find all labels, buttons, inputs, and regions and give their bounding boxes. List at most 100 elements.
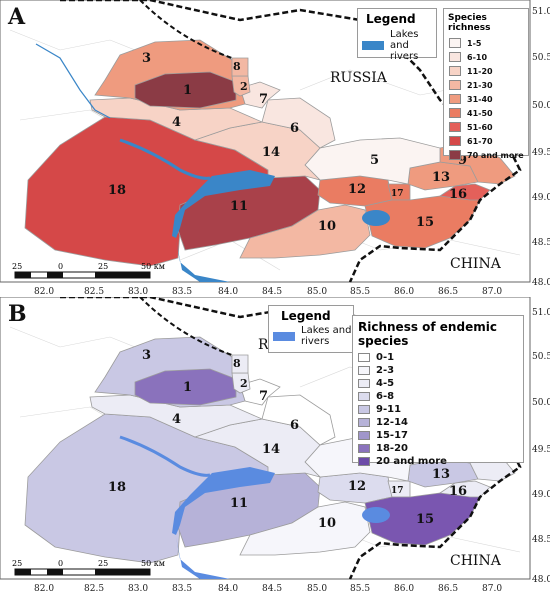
endemic-legend-b: Richness of endemic species 0-1 2-3 4-5 6-8…	[352, 315, 524, 467]
label-region-8: 8	[233, 60, 241, 73]
richness-legend-item: 51-60	[449, 120, 528, 134]
richness-legend-swatch	[449, 38, 461, 48]
region-b-6[interactable]	[261, 394, 336, 446]
lon-label-b-10: 87.0	[482, 584, 502, 594]
endemic-legend-swatch	[358, 392, 370, 401]
lon-label-a-10: 87.0	[482, 287, 502, 297]
scale-label-a-0: 25	[12, 262, 22, 271]
lon-label-a-9: 86.5	[438, 287, 458, 297]
region-labels-a: 3 1 8 2 7 4 6 14 5 9 13 16 12 17 15 10 1…	[108, 51, 467, 234]
lat-label-a-2: 50.0	[532, 101, 550, 111]
label-region-14: 14	[262, 145, 280, 160]
label-region-11: 11	[230, 199, 248, 214]
endemic-legend-item: 12-14	[358, 416, 523, 429]
lat-label-b-6: 48.0	[532, 575, 550, 585]
lon-label-a-5: 84.5	[262, 287, 282, 297]
lakes-legend-a: Legend Lakes and rivers	[357, 8, 437, 62]
lon-label-b-1: 82.5	[84, 584, 104, 594]
lon-label-b-3: 83.5	[172, 584, 192, 594]
lon-label-b-7: 85.5	[350, 584, 370, 594]
lake-markakol	[362, 210, 390, 226]
endemic-legend-swatch	[358, 457, 370, 466]
map-a-regions	[24, 39, 516, 267]
label-region-13: 13	[432, 170, 450, 185]
lat-label-a-1: 50.5	[532, 53, 550, 63]
region-1[interactable]	[134, 71, 237, 109]
lakes-legend-label-b: Lakes and rivers	[301, 325, 352, 347]
richness-legend-swatch	[449, 94, 461, 104]
river-b-irtysh-upper	[119, 435, 211, 477]
lon-label-a-6: 85.0	[307, 287, 327, 297]
label-region-18: 18	[108, 183, 126, 198]
panel-a: 3 1 8 2 7 4 6 14 5 9 13 16 12 17 15 10 1…	[0, 0, 550, 297]
scale-label-a-2: 25	[98, 262, 108, 271]
richness-legend-item: 21-30	[449, 78, 528, 92]
endemic-legend-swatch	[358, 353, 370, 362]
region-b-1[interactable]	[134, 368, 237, 406]
endemic-legend-items-b: 0-1 2-3 4-5 6-8 9-11 12-14 15-17 18-20 20 and mo…	[353, 351, 523, 468]
scale-bar-b: 25 0 25 50 км	[12, 559, 165, 576]
label-b-region-16: 16	[449, 484, 467, 499]
richness-legend-swatch	[449, 66, 461, 76]
label-b-region-8: 8	[233, 357, 241, 370]
label-b-region-11: 11	[230, 496, 248, 511]
label-region-10: 10	[318, 219, 336, 234]
scale-label-b-3: 50 км	[141, 559, 165, 568]
country-label-china-b: CHINA	[450, 553, 502, 569]
region-b-8[interactable]	[231, 354, 249, 374]
richness-legend-title-a: Species richness	[448, 13, 491, 33]
region-10[interactable]	[239, 204, 371, 259]
label-b-region-10: 10	[318, 516, 336, 531]
endemic-legend-swatch	[358, 444, 370, 453]
richness-legend-label: 21-30	[467, 80, 493, 90]
map-a-water	[35, 43, 390, 282]
richness-legend-a: Species richness 1-5 6-10 11-20 21-30 31-40 4…	[443, 8, 529, 160]
lat-label-b-3: 49.5	[532, 445, 550, 455]
lat-label-a-4: 49.0	[532, 193, 550, 203]
richness-legend-label: 51-60	[467, 122, 493, 132]
border-segment-north-a	[139, 0, 233, 59]
lakes-legend-label-b-line1: Lakes and	[301, 325, 352, 336]
lat-label-b-4: 49.0	[532, 490, 550, 500]
region-8[interactable]	[231, 57, 249, 77]
endemic-legend-label: 4-5	[376, 378, 395, 389]
label-b-region-6: 6	[290, 418, 299, 433]
country-label-russia-a: RUSSIA	[330, 70, 388, 86]
lon-label-b-0: 82.0	[34, 584, 54, 594]
endemic-legend-swatch	[358, 366, 370, 375]
richness-legend-swatch	[449, 52, 461, 62]
lakes-legend-title-a: Legend	[366, 12, 416, 26]
lake-b-markakol	[362, 507, 390, 523]
endemic-legend-item: 6-8	[358, 390, 523, 403]
label-b-region-7: 7	[259, 389, 268, 404]
region-b-10[interactable]	[239, 501, 371, 556]
label-b-region-3: 3	[142, 348, 151, 363]
label-region-7: 7	[259, 92, 268, 107]
lon-label-a-8: 86.0	[394, 287, 414, 297]
endemic-legend-label: 12-14	[376, 417, 408, 428]
richness-legend-label: 70 and more	[467, 150, 524, 160]
richness-legend-item: 41-50	[449, 106, 528, 120]
lakes-legend-b: Legend Lakes and rivers	[268, 305, 354, 353]
lake-bukhtarma	[172, 170, 275, 238]
label-region-4: 4	[172, 115, 181, 130]
region-6[interactable]	[261, 97, 336, 149]
richness-legend-item: 70 and more	[449, 148, 528, 162]
lon-label-a-2: 83.0	[128, 287, 148, 297]
lat-label-a-0: 51.0	[532, 7, 550, 17]
richness-legend-label: 61-70	[467, 136, 493, 146]
country-label-china-a: CHINA	[450, 256, 502, 272]
endemic-legend-swatch	[358, 405, 370, 414]
label-region-6: 6	[290, 121, 299, 136]
label-b-region-1: 1	[183, 380, 192, 395]
label-b-region-15: 15	[416, 512, 434, 527]
scale-label-b-0: 25	[12, 559, 22, 568]
richness-legend-swatch	[449, 80, 461, 90]
label-b-region-17: 17	[391, 486, 404, 496]
scale-label-a-3: 50 км	[141, 262, 165, 271]
panel-letter-b: B	[8, 301, 27, 327]
lakes-swatch-b	[273, 331, 295, 341]
lon-label-b-6: 85.0	[307, 584, 327, 594]
lat-label-b-2: 50.0	[532, 398, 550, 408]
label-region-17: 17	[391, 189, 404, 199]
